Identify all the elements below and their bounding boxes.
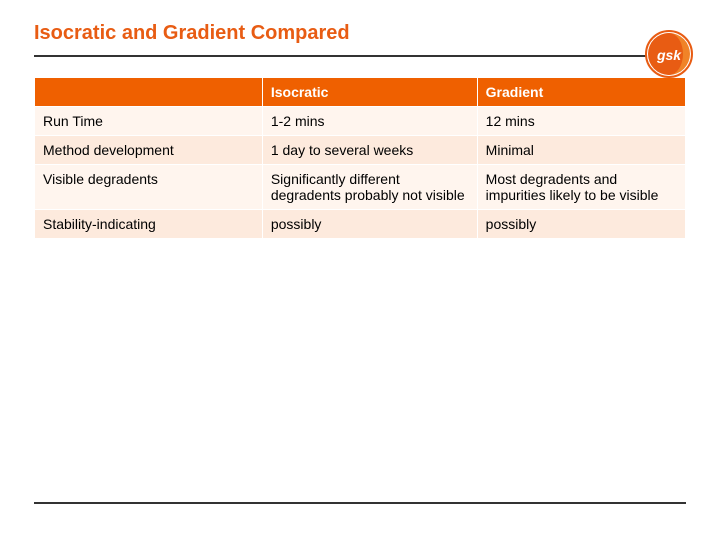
table-row: Visible degradents Significantly differe… <box>35 165 686 210</box>
table-header-row: Isocratic Gradient <box>35 78 686 107</box>
cell: Minimal <box>477 136 685 165</box>
row-label: Visible degradents <box>35 165 263 210</box>
row-label: Run Time <box>35 107 263 136</box>
cell: 1 day to several weeks <box>262 136 477 165</box>
table-row: Method development 1 day to several week… <box>35 136 686 165</box>
cell: possibly <box>262 210 477 239</box>
cell: Most degradents and impurities likely to… <box>477 165 685 210</box>
gsk-logo: gsk <box>644 29 694 79</box>
cell: 1-2 mins <box>262 107 477 136</box>
cell: 12 mins <box>477 107 685 136</box>
cell: Significantly different degradents proba… <box>262 165 477 210</box>
slide: Isocratic and Gradient Compared gsk Isoc… <box>0 0 720 540</box>
row-label: Method development <box>35 136 263 165</box>
cell: possibly <box>477 210 685 239</box>
header-divider <box>34 55 686 57</box>
row-label: Stability-indicating <box>35 210 263 239</box>
table-row: Run Time 1-2 mins 12 mins <box>35 107 686 136</box>
svg-text:gsk: gsk <box>656 47 682 63</box>
header-gradient: Gradient <box>477 78 685 107</box>
slide-title: Isocratic and Gradient Compared <box>34 22 686 45</box>
footer-divider <box>34 502 686 504</box>
header-isocratic: Isocratic <box>262 78 477 107</box>
table-row: Stability-indicating possibly possibly <box>35 210 686 239</box>
comparison-table: Isocratic Gradient Run Time 1-2 mins 12 … <box>34 77 686 239</box>
header-blank <box>35 78 263 107</box>
